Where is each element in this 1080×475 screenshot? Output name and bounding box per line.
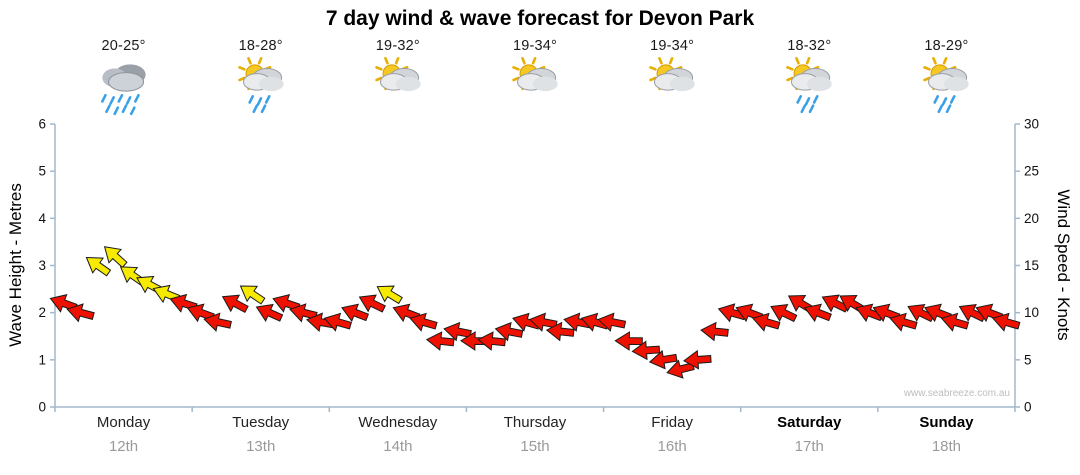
wind-arrow [889,312,918,332]
wind-arrow [443,321,472,342]
day-weather-icon-box [336,56,460,121]
right-tick-label: 30 [1024,117,1039,132]
day-temp-range: 18-32° [787,38,832,54]
right-tick-label: 15 [1024,258,1039,273]
axes: 0 1 2 3 4 5 6 0 5 10 15 20 25 30 [38,117,1039,415]
day-date-label: 14th [383,438,413,455]
sun-cloud-rain-icon [786,57,832,114]
wind-arrow [631,340,661,361]
wind-arrow [272,293,301,313]
wind-arrow [221,294,249,313]
sun-cloud-icon [649,57,695,92]
wind-arrow [545,321,575,342]
day-date-label: 13th [246,438,276,455]
wind-arrow [597,312,627,332]
day-date-label: 12th [108,438,139,455]
wind-arrow [528,312,558,332]
day-name-label: Wednesday [358,414,438,431]
left-axis-label: Wave Height - Metres [6,183,25,347]
watermark: www.seabreeze.com.au [903,388,1010,399]
right-tick-label: 25 [1024,164,1039,179]
wind-arrow [425,331,455,351]
day-temp-range: 19-32° [375,38,420,54]
wind-arrow [700,321,729,342]
day-temp-range: 19-34° [512,38,558,54]
rain-icon [100,64,146,116]
day-name-label: Monday [96,414,151,431]
day-weather-icon-box [199,56,323,121]
wind-arrow [85,256,112,277]
wind-arrow-series [49,246,1021,379]
wind-arrow [992,312,1021,332]
sun-cloud-icon [375,57,421,92]
right-tick-label: 20 [1024,211,1039,226]
day-name-label: Saturday [777,414,842,431]
day-weather-icon-box [62,56,186,121]
sun-cloud-rain-icon [237,57,284,114]
day-temp-range: 19-34° [650,38,695,54]
day-date-label: 16th [657,438,687,455]
wind-arrow [289,303,318,323]
page-title: 7 day wind & wave forecast for Devon Par… [325,7,755,30]
wind-arrow [341,303,370,323]
right-axis-label: Wind Speed - Knots [1054,189,1073,341]
wind-arrow [358,294,386,313]
wind-arrow [648,349,678,370]
day-temp-range: 18-28° [238,38,283,54]
wind-arrow [376,285,403,305]
wind-arrow [203,312,232,332]
wind-arrow [477,331,506,351]
day-name-label: Sunday [919,414,974,431]
wind-arrow [803,303,832,323]
wind-arrow [323,312,352,332]
left-tick-label: 2 [38,305,46,320]
wind-arrow [239,285,266,305]
day-weather-icon-box [610,56,734,121]
wind-arrow [409,312,438,332]
day-weather-icon-box [473,56,597,121]
left-tick-label: 3 [38,258,46,273]
day-date-label: 15th [520,438,550,455]
right-tick-label: 0 [1024,400,1032,415]
left-tick-label: 5 [38,164,46,179]
right-tick-label: 5 [1024,352,1032,367]
wind-arrow [49,294,78,313]
wind-arrow [614,331,643,351]
wind-arrow [186,303,215,323]
wind-arrow [770,304,798,323]
wind-arrow [683,349,712,370]
day-name-label: Tuesday [232,414,290,431]
left-tick-label: 4 [38,211,46,226]
wind-arrow [103,246,128,269]
wind-arrow [494,321,524,342]
sun-cloud-rain-icon [923,57,970,114]
day-name-label: Thursday [503,414,567,431]
day-temp-range: 18-29° [924,38,969,54]
left-tick-label: 0 [38,400,46,415]
sun-cloud-icon [512,57,558,92]
wind-arrow [940,312,970,332]
wind-arrow [255,303,284,322]
left-tick-label: 1 [38,352,46,367]
left-tick-label: 6 [38,117,46,132]
day-date-label: 17th [794,438,824,455]
day-temp-range: 20-25° [101,38,146,54]
wind-arrow [752,312,781,332]
day-weather-icon-box [884,56,1008,121]
day-date-label: 18th [931,438,962,455]
wind-arrow [66,303,95,323]
day-name-label: Friday [651,414,693,431]
day-weather-icon-box [747,56,871,121]
right-tick-label: 10 [1024,305,1039,320]
